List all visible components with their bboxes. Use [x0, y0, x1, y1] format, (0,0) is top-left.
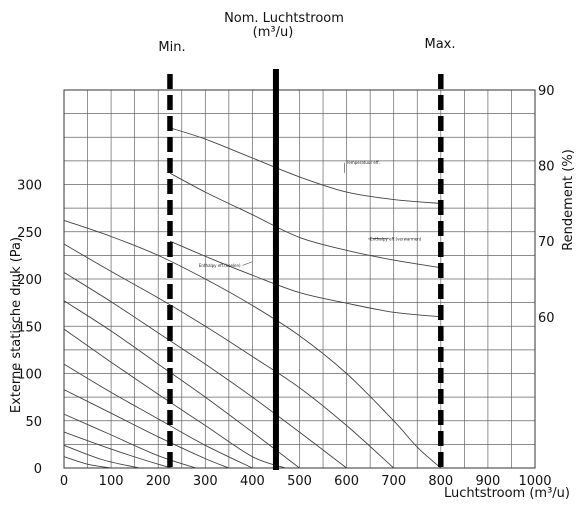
y-right-tick-label: 80 — [538, 160, 555, 175]
x-tick-label: 0 — [60, 474, 68, 489]
y-right-tick-label: 70 — [538, 235, 555, 250]
x-tick-label: 500 — [287, 474, 312, 489]
y-left-tick-label: 100 — [17, 368, 42, 383]
pressure-curves — [63, 219, 442, 469]
pressure-curve — [63, 243, 395, 469]
efficiency-curve-label: Enthalpy eff.(verwarmen) — [370, 236, 422, 241]
x-tick-label: 200 — [146, 474, 171, 489]
efficiency-curve — [169, 172, 441, 269]
y-left-tick-label: 0 — [34, 462, 42, 477]
x-tick-label: 1000 — [518, 474, 551, 489]
y-right-tick-label: 60 — [538, 311, 555, 326]
y-left-tick-label: 200 — [17, 273, 42, 288]
min-label: Min. — [158, 40, 185, 55]
pressure-curve — [63, 363, 253, 469]
efficiency-curves: Temperatuur eff. Enthalpy eff.(verwarmen)… — [169, 127, 441, 318]
efficiency-label-leader — [242, 261, 253, 266]
pressure-curve — [63, 272, 347, 469]
pressure-curve — [63, 328, 286, 469]
x-axis-title: Luchtstroom (m³/u) — [444, 486, 570, 501]
x-tick-label: 300 — [193, 474, 218, 489]
y-left-tick-label: 150 — [17, 320, 42, 335]
y-left-tick-label: 300 — [17, 179, 42, 194]
pressure-curve — [63, 389, 229, 469]
efficiency-curve — [169, 127, 441, 204]
y-axis-right-title: Rendement (%) — [561, 149, 576, 251]
x-tick-label: 900 — [475, 474, 500, 489]
efficiency-curve-label: Temperatuur eff. — [346, 160, 380, 165]
y-left-tick-label: 50 — [25, 415, 42, 430]
grid — [63, 89, 536, 469]
y-left-tick-label: 250 — [17, 226, 42, 241]
pressure-curve — [63, 444, 140, 469]
pressure-curve — [63, 300, 300, 469]
pressure-curve — [63, 456, 112, 469]
y-right-tick-label: 90 — [538, 84, 555, 99]
nominal-label-line1: Nom. Luchtstroom — [224, 11, 344, 26]
vertical-markers — [167, 69, 444, 470]
efficiency-curve-label: Enthalpy eff.(koelen) — [199, 263, 241, 268]
x-tick-label: 100 — [99, 474, 124, 489]
x-tick-label: 400 — [240, 474, 265, 489]
x-tick-label: 700 — [381, 474, 406, 489]
efficiency-label-leader — [368, 237, 390, 240]
max-label: Max. — [424, 37, 455, 52]
pressure-curve — [63, 413, 197, 469]
y-axis-left-title: Externe statische druk (Pa) — [9, 237, 24, 413]
tick-labels: 0 100 200 300 400 500 600 700 800 900 1000 0 50 100 15… — [17, 84, 554, 489]
x-tick-label: 800 — [428, 474, 453, 489]
x-tick-label: 600 — [334, 474, 359, 489]
nominal-label-line2: (m³/u) — [253, 25, 294, 40]
pressure-curve — [63, 431, 173, 469]
efficiency-curve — [169, 240, 441, 318]
